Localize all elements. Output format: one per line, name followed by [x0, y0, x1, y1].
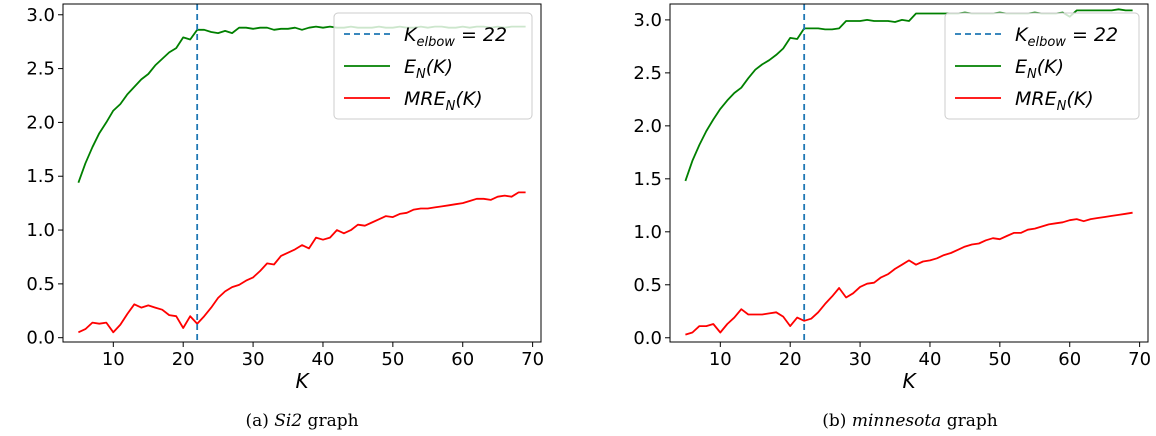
series-line-mre — [685, 211, 1133, 336]
x-tick-label: 60 — [1058, 349, 1081, 370]
y-tick-label: 3.0 — [26, 5, 55, 26]
x-tick-label: 30 — [849, 349, 872, 370]
x-axis-label: K — [295, 369, 310, 393]
y-tick-label: 0.5 — [633, 275, 662, 296]
legend-elbow-label: Kelbow = 22 — [404, 24, 507, 50]
legend: Kelbow = 22 EN(K) MREN(K) — [944, 12, 1140, 120]
x-tick-label: 10 — [102, 349, 125, 370]
x-tick-label: 70 — [1128, 349, 1151, 370]
y-tick-label: 2.5 — [26, 59, 55, 80]
x-tick-label: 20 — [172, 349, 195, 370]
y-tick-label: 1.0 — [26, 220, 55, 241]
y-tick-label: 0.0 — [26, 328, 55, 349]
y-tick-label: 0.0 — [633, 328, 662, 349]
x-tick-label: 40 — [312, 349, 335, 370]
y-tick-label: 0.5 — [26, 274, 55, 295]
x-axis-label: K — [902, 369, 917, 393]
plot-frame — [62, 3, 542, 343]
chart-panel-2: 10 20 30 40 50 60 70 0.0 0.5 1.0 1.5 2.0 2.5 3.0 K Kelb… — [633, 3, 1151, 393]
x-tick-label: 30 — [242, 349, 265, 370]
y-tick-label: 2.5 — [633, 63, 662, 84]
y-tick-label: 1.5 — [633, 169, 662, 190]
plot-frame — [669, 3, 1149, 343]
x-tick-label: 50 — [381, 349, 404, 370]
legend-mre-label: MREN(K) — [404, 88, 483, 114]
x-tick-label: 20 — [779, 349, 802, 370]
panel-caption: (b) minnesota graph — [822, 411, 997, 431]
legend-mre-label: MREN(K) — [1015, 88, 1094, 114]
legend-en-label: EN(K) — [404, 56, 453, 82]
y-tick-label: 2.0 — [633, 116, 662, 137]
y-tick-label: 1.0 — [633, 222, 662, 243]
y-tick-label: 3.0 — [633, 10, 662, 31]
y-tick-label: 1.5 — [26, 166, 55, 187]
x-tick-label: 40 — [919, 349, 942, 370]
legend-box — [944, 12, 1140, 120]
legend-elbow-label: Kelbow = 22 — [1015, 24, 1118, 50]
chart-panel-1: 10 20 30 40 50 60 70 0.0 0.5 1.0 1.5 2.0 2.5 3.0 K Kelb… — [26, 3, 544, 393]
legend-en-label: EN(K) — [1015, 56, 1064, 82]
x-tick-label: 50 — [988, 349, 1011, 370]
panel-caption: (a) Si2 graph — [245, 411, 358, 431]
series-line-mre — [78, 191, 526, 334]
x-tick-label: 70 — [521, 349, 544, 370]
legend: Kelbow = 22 EN(K) MREN(K) — [333, 12, 533, 120]
x-tick-label: 60 — [451, 349, 474, 370]
x-tick-label: 10 — [709, 349, 732, 370]
y-tick-label: 2.0 — [26, 112, 55, 133]
legend-box — [333, 12, 533, 120]
